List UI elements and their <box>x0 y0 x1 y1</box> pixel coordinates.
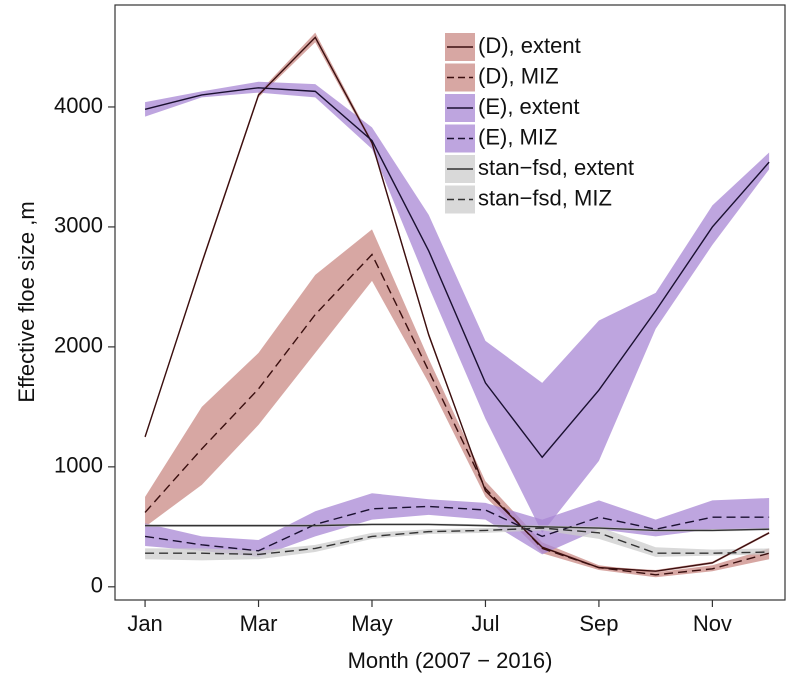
legend-label: stan−fsd, MIZ <box>478 185 612 210</box>
legend-label: (E), MIZ <box>478 124 557 149</box>
line <box>144 87 770 459</box>
line <box>145 527 770 556</box>
legend-label: (D), MIZ <box>478 63 559 88</box>
line <box>145 523 770 532</box>
legend-label: (D), extent <box>478 33 581 58</box>
x-tick-label: Mar <box>240 611 278 636</box>
band <box>145 525 770 561</box>
x-tick-label: Jul <box>471 611 499 636</box>
x-axis-label: Month (2007 − 2016) <box>348 648 553 673</box>
band <box>145 229 770 578</box>
x-tick-label: May <box>351 611 393 636</box>
y-tick-label: 1000 <box>54 453 103 478</box>
line <box>144 253 770 576</box>
y-tick-label: 2000 <box>54 333 103 358</box>
y-axis-label: Effective floe size ,m <box>14 201 39 402</box>
x-tick-label: Sep <box>579 611 618 636</box>
plot-frame <box>114 4 786 601</box>
y-tick-label: 0 <box>91 573 103 598</box>
line <box>144 36 770 572</box>
legend-label: stan−fsd, extent <box>478 155 634 180</box>
y-tick-label: 4000 <box>54 93 103 118</box>
x-tick-label: Jan <box>127 611 162 636</box>
legend-label: (E), extent <box>478 94 579 119</box>
y-tick-label: 3000 <box>54 213 103 238</box>
line <box>144 505 770 552</box>
band <box>145 493 770 557</box>
band <box>145 81 770 533</box>
x-tick-label: Nov <box>693 611 732 636</box>
